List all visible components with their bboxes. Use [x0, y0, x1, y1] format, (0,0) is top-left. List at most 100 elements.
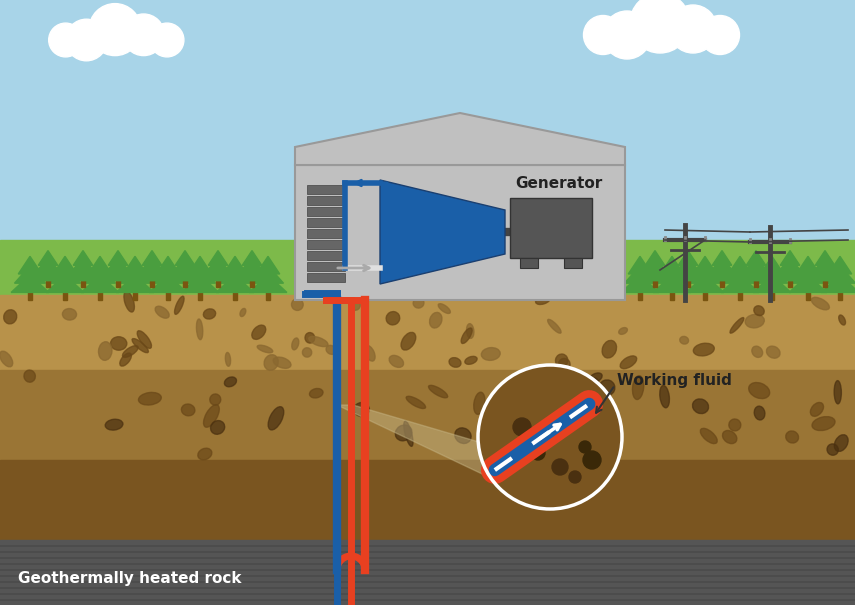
Polygon shape	[169, 266, 201, 281]
Ellipse shape	[827, 444, 839, 455]
Ellipse shape	[752, 346, 763, 358]
Bar	[97, 291, 103, 300]
Polygon shape	[18, 257, 42, 274]
Polygon shape	[657, 266, 687, 283]
Bar	[564, 258, 582, 268]
Text: Geothermally heated rock: Geothermally heated rock	[18, 571, 241, 586]
Polygon shape	[760, 257, 784, 274]
Bar	[0, 540, 855, 605]
Bar	[233, 291, 238, 300]
Bar	[0, 0, 855, 260]
Polygon shape	[223, 257, 247, 274]
Bar	[823, 280, 827, 287]
Polygon shape	[646, 250, 665, 266]
Polygon shape	[693, 257, 716, 274]
Ellipse shape	[124, 292, 134, 312]
Ellipse shape	[547, 319, 561, 333]
Polygon shape	[172, 258, 198, 273]
Bar	[307, 240, 345, 249]
Ellipse shape	[155, 306, 169, 318]
Polygon shape	[105, 258, 131, 273]
Ellipse shape	[526, 398, 535, 414]
Ellipse shape	[722, 431, 737, 443]
Polygon shape	[678, 250, 698, 266]
Bar	[150, 280, 154, 287]
Ellipse shape	[619, 327, 628, 335]
Ellipse shape	[309, 336, 328, 347]
Circle shape	[630, 0, 690, 53]
Bar	[638, 291, 642, 300]
Bar	[307, 185, 345, 194]
Polygon shape	[746, 250, 766, 266]
Circle shape	[552, 459, 568, 475]
Ellipse shape	[401, 332, 416, 350]
Polygon shape	[812, 258, 838, 273]
Ellipse shape	[264, 355, 279, 370]
Ellipse shape	[535, 296, 551, 304]
Polygon shape	[721, 275, 759, 292]
Circle shape	[66, 19, 107, 60]
Bar	[0, 370, 855, 460]
Polygon shape	[256, 257, 280, 274]
Ellipse shape	[620, 356, 637, 368]
Bar	[166, 291, 170, 300]
Circle shape	[583, 451, 601, 469]
Ellipse shape	[252, 325, 266, 339]
Polygon shape	[46, 275, 84, 292]
Polygon shape	[757, 266, 787, 283]
Polygon shape	[205, 258, 231, 273]
Polygon shape	[85, 266, 115, 283]
Polygon shape	[70, 258, 96, 273]
Polygon shape	[793, 266, 823, 283]
Polygon shape	[740, 266, 772, 281]
Ellipse shape	[728, 419, 740, 431]
Polygon shape	[38, 250, 58, 266]
Polygon shape	[203, 266, 233, 281]
Ellipse shape	[812, 417, 835, 431]
Polygon shape	[81, 275, 119, 292]
Bar	[754, 280, 758, 287]
Circle shape	[603, 11, 651, 59]
Ellipse shape	[137, 331, 151, 348]
Ellipse shape	[62, 309, 77, 320]
Circle shape	[700, 16, 740, 54]
Polygon shape	[123, 257, 147, 274]
Polygon shape	[88, 257, 112, 274]
Ellipse shape	[529, 431, 550, 449]
Ellipse shape	[406, 396, 426, 408]
Polygon shape	[672, 266, 704, 281]
Bar	[510, 198, 592, 258]
Ellipse shape	[746, 315, 764, 328]
Bar	[46, 280, 50, 287]
Polygon shape	[239, 258, 265, 273]
Bar	[788, 280, 792, 287]
Polygon shape	[809, 266, 840, 281]
Ellipse shape	[633, 376, 644, 399]
Ellipse shape	[693, 399, 709, 414]
Ellipse shape	[730, 318, 744, 333]
Ellipse shape	[240, 309, 246, 316]
Ellipse shape	[754, 306, 764, 316]
Ellipse shape	[364, 345, 375, 361]
Ellipse shape	[429, 312, 442, 328]
Ellipse shape	[550, 439, 570, 454]
Bar	[307, 262, 345, 271]
Ellipse shape	[210, 420, 225, 434]
Polygon shape	[242, 250, 262, 266]
Polygon shape	[74, 250, 92, 266]
Ellipse shape	[181, 404, 195, 416]
Polygon shape	[815, 250, 834, 266]
Polygon shape	[380, 180, 505, 284]
Text: Working fluid: Working fluid	[617, 373, 732, 387]
Polygon shape	[136, 266, 168, 281]
Polygon shape	[35, 258, 61, 273]
Ellipse shape	[700, 428, 717, 443]
Bar	[703, 291, 707, 300]
Polygon shape	[185, 266, 215, 283]
Polygon shape	[621, 275, 659, 292]
Ellipse shape	[680, 336, 688, 344]
Ellipse shape	[693, 343, 714, 356]
Bar	[520, 258, 538, 268]
Circle shape	[531, 446, 545, 460]
Ellipse shape	[766, 346, 780, 358]
